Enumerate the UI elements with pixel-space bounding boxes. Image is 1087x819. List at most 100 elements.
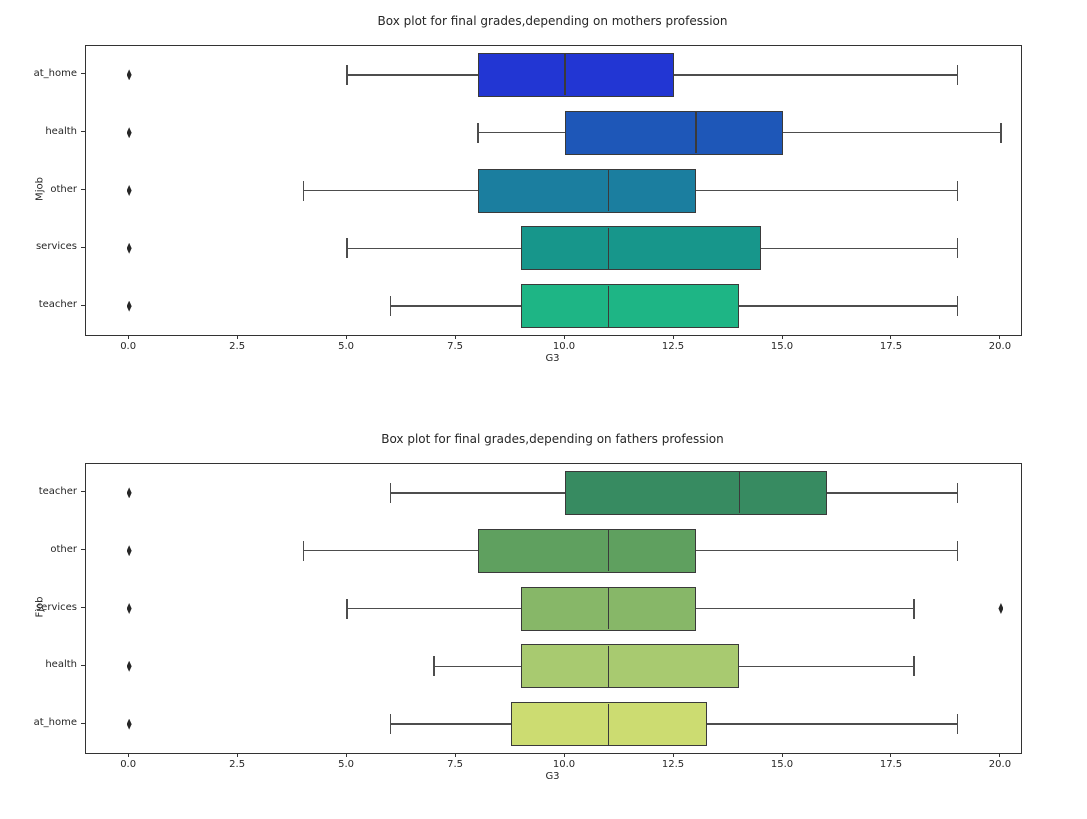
box-health (521, 644, 740, 689)
outlier-services-0 (126, 603, 132, 614)
whisker-cap-high-at_home (956, 64, 959, 85)
median-teacher (607, 285, 610, 327)
x-tick-label: 2.5 (229, 759, 246, 770)
box-at_home (477, 52, 674, 97)
box-teacher (565, 470, 827, 515)
y-tick-mark (81, 246, 85, 248)
y-tick-mark (81, 304, 85, 306)
whisker-cap-high-at_home (956, 714, 959, 735)
x-tick-label: 7.5 (447, 341, 464, 352)
x-tick-mark (127, 753, 129, 757)
outlier-health-0 (126, 660, 132, 672)
whisker-cap-low-other (302, 540, 305, 561)
whisker-cap-low-services (346, 598, 348, 619)
box-other (477, 528, 696, 573)
outlier-services-1 (998, 603, 1004, 614)
y-tick-label: teacher (38, 485, 77, 497)
x-tick-mark (454, 335, 456, 339)
whisker-high-health (783, 131, 1001, 134)
x-tick-label: 20.0 (988, 341, 1012, 352)
whisker-low-services (347, 607, 522, 610)
whisker-cap-high-services (956, 238, 959, 259)
whisker-high-other (695, 189, 958, 192)
outlier-health-0 (126, 127, 132, 139)
whisker-cap-high-other (956, 540, 959, 561)
outlier-at_home-0 (126, 69, 132, 81)
y-tick-label: services (35, 601, 77, 613)
outlier-other-0 (126, 185, 132, 196)
whisker-cap-low-at_home (346, 64, 348, 85)
whisker-low-health (477, 131, 566, 134)
subplot-fathers-profession: Box plot for final grades,depending on f… (0, 418, 1087, 819)
x-tick-mark (781, 753, 783, 757)
whisker-cap-low-health (477, 122, 479, 143)
chart-title: Box plot for final grades,depending on m… (377, 14, 728, 28)
x-tick-mark (236, 753, 238, 757)
whisker-high-health (739, 665, 914, 668)
whisker-low-at_home (347, 74, 478, 76)
x-tick-label: 15.0 (770, 341, 794, 352)
median-at_home (564, 54, 566, 96)
plot-area-mothers (85, 45, 1022, 336)
whisker-high-teacher (826, 492, 958, 494)
whisker-low-health (434, 665, 522, 668)
y-tick-label: services (35, 241, 77, 253)
x-tick-mark (345, 335, 347, 339)
y-tick-mark (81, 607, 85, 608)
y-tick-label: health (45, 659, 77, 671)
x-tick-mark (781, 335, 783, 339)
whisker-low-services (347, 247, 522, 250)
median-services (607, 588, 610, 629)
x-tick-mark (890, 753, 892, 757)
x-tick-label: 10.0 (552, 341, 576, 352)
y-tick-label: other (50, 183, 77, 195)
whisker-cap-high-teacher (956, 482, 959, 503)
x-tick-label: 17.5 (879, 759, 903, 770)
whisker-high-teacher (739, 305, 958, 307)
box-services (521, 226, 762, 271)
x-tick-mark (563, 753, 565, 757)
whisker-low-teacher (390, 492, 566, 494)
whisker-cap-high-other (956, 180, 959, 201)
x-tick-label: 5.0 (338, 759, 355, 770)
whisker-high-at_home (674, 74, 958, 76)
whisker-cap-high-health (1000, 122, 1002, 143)
x-tick-mark (563, 335, 565, 339)
box-teacher (521, 284, 740, 329)
outlier-teacher-0 (126, 487, 132, 499)
y-tick-mark (81, 491, 85, 493)
whisker-low-teacher (390, 305, 522, 307)
outlier-teacher-0 (126, 300, 132, 312)
x-tick-label: 0.0 (120, 341, 137, 352)
subplot-mothers-profession: Box plot for final grades,depending on m… (34, 14, 1022, 364)
whisker-low-other (303, 189, 478, 192)
whisker-cap-high-health (912, 656, 915, 677)
x-tick-label: 7.5 (447, 759, 464, 770)
x-tick-label: 10.0 (552, 759, 576, 770)
median-other (607, 170, 610, 211)
box-other (477, 168, 696, 213)
y-tick-mark (81, 131, 85, 133)
whisker-high-services (761, 247, 958, 250)
x-axis-label: G3 (545, 353, 560, 364)
whisker-cap-low-services (346, 238, 348, 259)
whisker-cap-high-teacher (956, 296, 959, 317)
whisker-cap-low-at_home (389, 714, 392, 735)
median-health (694, 112, 697, 154)
y-tick-label: teacher (38, 299, 77, 311)
whisker-cap-low-health (433, 656, 436, 677)
plot-area-fathers (85, 463, 1022, 754)
whisker-low-at_home (390, 723, 511, 725)
whisker-cap-high-services (912, 598, 915, 619)
chart-title: Box plot for final grades,depending on f… (381, 432, 724, 446)
box-health (565, 110, 783, 155)
median-services (607, 227, 610, 269)
outlier-other-0 (126, 545, 132, 557)
whisker-high-services (695, 607, 914, 610)
x-tick-mark (999, 753, 1001, 757)
whisker-cap-low-teacher (389, 482, 392, 503)
x-tick-mark (890, 335, 892, 339)
y-tick-mark (81, 664, 85, 666)
x-tick-label: 12.5 (661, 341, 685, 352)
whisker-cap-low-other (302, 180, 305, 201)
